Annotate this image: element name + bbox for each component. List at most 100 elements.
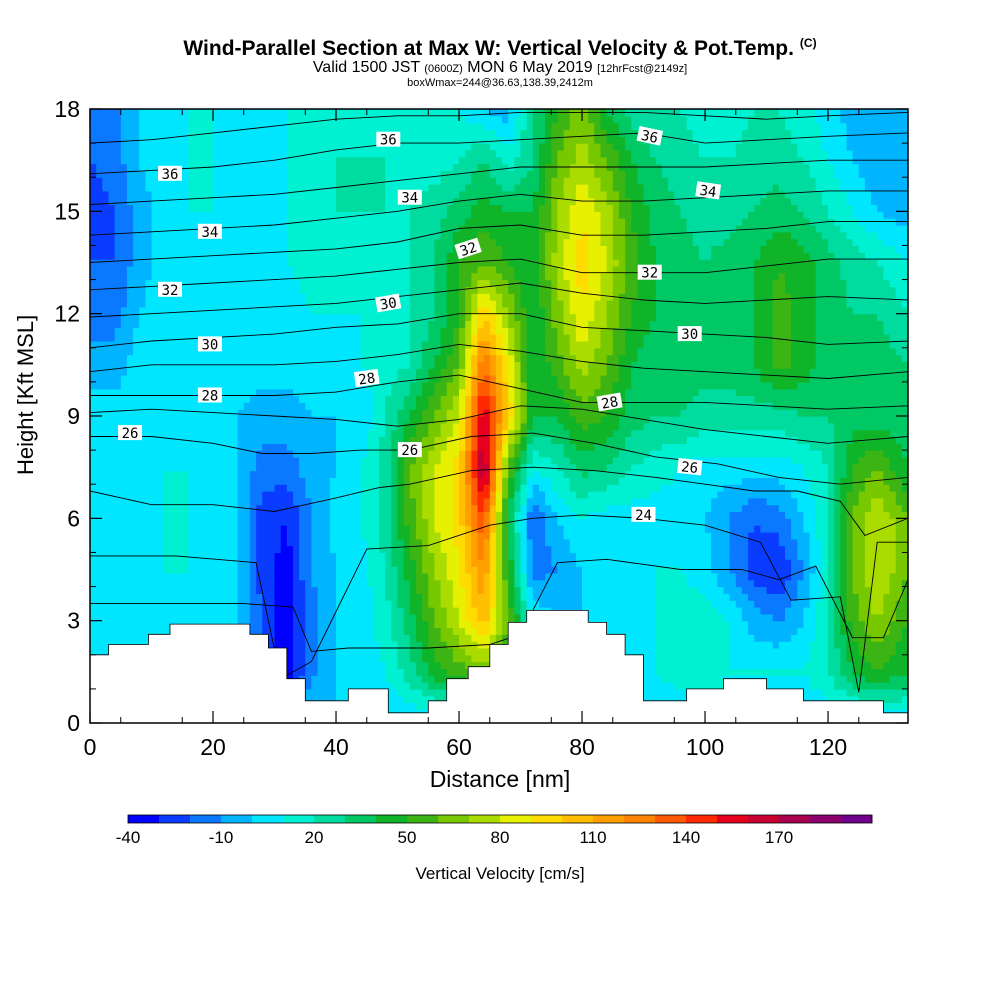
w-cell <box>741 518 749 526</box>
w-cell <box>797 511 805 519</box>
w-cell <box>90 525 97 533</box>
w-cell <box>612 491 620 499</box>
w-cell <box>637 600 645 608</box>
w-cell <box>588 477 595 485</box>
w-cell <box>539 552 546 560</box>
w-cell <box>791 648 798 656</box>
w-cell <box>366 484 374 492</box>
w-cell <box>858 648 866 656</box>
w-cell <box>569 504 577 513</box>
w-cell <box>422 702 429 710</box>
w-cell <box>797 600 805 608</box>
w-cell <box>575 525 583 533</box>
w-cell <box>901 491 908 499</box>
w-cell <box>821 484 829 492</box>
w-cell <box>329 627 337 635</box>
w-cell <box>625 552 632 560</box>
w-cell <box>569 491 577 499</box>
w-cell <box>846 586 854 594</box>
w-cell <box>126 579 134 588</box>
w-cell <box>772 607 780 615</box>
w-cell <box>649 572 657 581</box>
w-cell <box>680 572 688 581</box>
w-cell <box>409 538 417 547</box>
w-cell <box>293 613 300 622</box>
w-cell <box>877 600 884 608</box>
w-cell <box>680 545 688 553</box>
w-cell <box>102 634 110 642</box>
w-cell <box>828 695 835 704</box>
w-cell <box>649 470 657 478</box>
w-cell <box>409 688 417 697</box>
w-cell <box>403 566 411 574</box>
w-cell <box>766 491 774 499</box>
w-cell <box>588 538 595 547</box>
w-cell <box>674 613 682 622</box>
w-cell <box>329 579 337 588</box>
w-cell <box>102 497 110 506</box>
w-cell <box>545 579 552 588</box>
w-cell <box>871 695 878 704</box>
w-cell <box>569 484 577 492</box>
w-cell <box>754 586 761 594</box>
w-cell <box>409 668 417 676</box>
w-cell <box>858 491 866 499</box>
w-cell <box>895 593 903 601</box>
w-cell <box>471 586 479 594</box>
w-cell <box>151 484 159 492</box>
w-cell <box>735 654 743 663</box>
w-cell <box>157 586 165 594</box>
w-cell <box>293 634 300 642</box>
w-cell <box>649 566 657 574</box>
w-cell <box>206 613 214 622</box>
w-cell <box>194 613 202 622</box>
w-cell <box>385 470 392 478</box>
w-cell <box>772 579 780 588</box>
w-cell <box>262 518 269 526</box>
w-cell <box>895 504 903 513</box>
w-cell <box>594 559 602 567</box>
w-cell <box>446 491 454 499</box>
w-cell <box>114 566 122 574</box>
w-cell <box>342 634 349 642</box>
w-cell <box>723 545 731 553</box>
w-cell <box>828 511 835 519</box>
w-cell <box>735 634 743 642</box>
w-cell <box>145 477 153 485</box>
w-cell <box>692 579 700 588</box>
w-cell <box>631 607 638 615</box>
w-cell <box>569 579 577 588</box>
w-cell <box>409 627 417 635</box>
w-cell <box>409 463 417 472</box>
w-cell <box>901 559 908 567</box>
w-cell <box>871 661 878 669</box>
w-cell <box>416 661 423 669</box>
w-cell <box>821 497 829 506</box>
w-cell <box>514 497 522 506</box>
w-cell <box>760 641 768 649</box>
w-cell <box>403 654 411 663</box>
w-cell <box>686 613 694 622</box>
w-cell <box>637 566 645 574</box>
w-cell <box>397 552 405 560</box>
w-cell <box>366 634 374 642</box>
w-cell <box>686 648 694 656</box>
w-cell <box>686 572 694 581</box>
w-cell <box>379 579 386 588</box>
w-cell <box>852 552 860 560</box>
w-cell <box>372 600 380 608</box>
w-cell <box>600 579 608 588</box>
w-cell <box>778 566 786 574</box>
w-cell <box>705 545 712 553</box>
w-cell <box>409 484 417 492</box>
w-cell <box>403 552 411 560</box>
w-cell <box>741 600 749 608</box>
w-cell <box>760 497 768 506</box>
w-cell <box>901 593 908 601</box>
w-cell <box>895 497 903 506</box>
w-cell <box>219 593 226 601</box>
w-cell <box>108 532 116 540</box>
w-cell <box>760 579 768 588</box>
w-cell <box>785 552 792 560</box>
w-cell <box>108 627 116 635</box>
